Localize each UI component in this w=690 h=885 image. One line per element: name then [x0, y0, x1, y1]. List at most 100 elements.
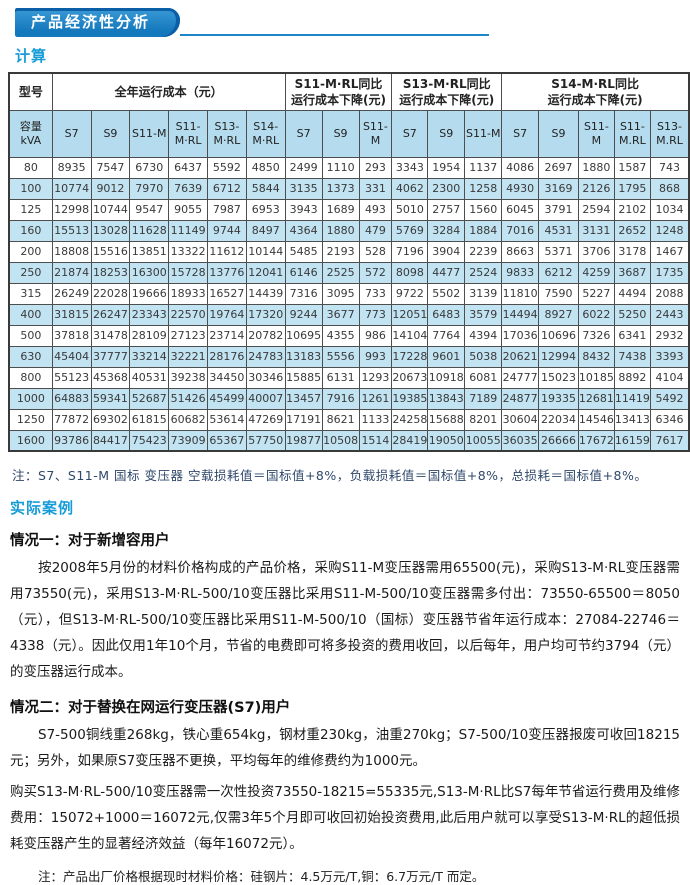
data-cell: 10144 [245, 240, 286, 263]
data-cell: 21874 [51, 261, 92, 284]
data-cell: 15885 [284, 366, 323, 389]
column-header: S11- M·RL [168, 109, 209, 158]
data-cell: 55123 [51, 366, 92, 389]
column-header: S14- M·RL [245, 109, 286, 158]
data-cell: 2524 [464, 261, 503, 284]
data-cell: 73909 [168, 429, 209, 452]
data-cell: 7016 [501, 219, 540, 242]
data-cell: 26249 [51, 282, 92, 305]
data-cell: 2757 [427, 198, 466, 221]
table-row: 1000 64883 59341 52687 51426 45499 40007 13457 7… [8, 387, 690, 410]
column-header: S9 [321, 109, 360, 158]
capacity-cell: 1000 [8, 387, 53, 410]
data-cell: 773 [358, 303, 393, 326]
data-cell: 14494 [501, 303, 540, 326]
data-cell: 1587 [613, 156, 651, 179]
data-cell: 1034 [649, 198, 690, 221]
data-cell: 65367 [207, 429, 247, 452]
data-cell: 6131 [321, 366, 360, 389]
data-cell: 2300 [427, 177, 466, 200]
data-cell: 5492 [649, 387, 690, 410]
data-cell: 7547 [90, 156, 131, 179]
data-cell: 2102 [613, 198, 651, 221]
data-cell: 733 [358, 282, 393, 305]
data-cell: 6712 [207, 177, 247, 200]
data-cell: 12994 [538, 345, 579, 368]
data-cell: 36035 [501, 429, 540, 452]
banner-title: 产品经济性分析 [31, 13, 151, 31]
table-row: 200 18808 15516 13851 13322 11612 10144 5485 219… [8, 240, 690, 263]
data-cell: 10774 [51, 177, 92, 200]
data-cell: 7970 [129, 177, 170, 200]
data-cell: 3139 [464, 282, 503, 305]
data-cell: 10918 [427, 366, 466, 389]
data-cell: 45368 [90, 366, 131, 389]
data-cell: 17228 [391, 345, 429, 368]
data-cell: 28176 [207, 345, 247, 368]
data-cell: 33214 [129, 345, 170, 368]
data-cell: 15688 [427, 408, 466, 431]
data-cell: 986 [358, 324, 393, 347]
data-cell: 8098 [391, 261, 429, 284]
data-cell: 20782 [245, 324, 286, 347]
data-cell: 30604 [501, 408, 540, 431]
data-cell: 2239 [464, 240, 503, 263]
data-cell: 12041 [245, 261, 286, 284]
data-cell: 15023 [538, 366, 579, 389]
data-cell: 20621 [501, 345, 540, 368]
data-cell: 9744 [207, 219, 247, 242]
data-cell: 4355 [321, 324, 360, 347]
data-cell: 9547 [129, 198, 170, 221]
section-banner: 产品经济性分析 [15, 8, 181, 37]
capacity-cell: 1250 [8, 408, 53, 431]
data-cell: 14104 [391, 324, 429, 347]
data-cell: 5250 [613, 303, 651, 326]
group-header-2: S11-M·RL同比 运行成本下降(元) [284, 72, 393, 111]
data-cell: 19385 [391, 387, 429, 410]
case-1: 情况一：对于新增容用户 按2008年5月份的材料价格构成的产品价格，采购S11-… [0, 529, 690, 685]
group-header-1: 全年运行成本（元） [51, 72, 286, 111]
data-cell: 17320 [245, 303, 286, 326]
data-cell: 2697 [538, 156, 579, 179]
data-cell: 4104 [649, 366, 690, 389]
data-cell: 84417 [90, 429, 131, 452]
data-cell: 4494 [613, 282, 651, 305]
banner-underline [180, 34, 489, 36]
data-cell: 39238 [168, 366, 209, 389]
data-cell: 5556 [321, 345, 360, 368]
data-cell: 15728 [168, 261, 209, 284]
data-cell: 18808 [51, 240, 92, 263]
data-cell: 4364 [284, 219, 323, 242]
data-cell: 3095 [321, 282, 360, 305]
data-cell: 6146 [284, 261, 323, 284]
data-cell: 331 [358, 177, 393, 200]
data-cell: 9601 [427, 345, 466, 368]
data-cell: 45499 [207, 387, 247, 410]
data-cell: 2652 [613, 219, 651, 242]
data-cell: 37818 [51, 324, 92, 347]
data-cell: 1133 [358, 408, 393, 431]
capacity-cell: 400 [8, 303, 53, 326]
data-cell: 5592 [207, 156, 247, 179]
data-cell: 13457 [284, 387, 323, 410]
table-row: 160 15513 13028 11628 11149 9744 8497 4364 1880 4… [8, 219, 690, 242]
calc-section-heading: 计算 [15, 47, 48, 65]
data-cell: 3791 [538, 198, 579, 221]
data-cell: 19666 [129, 282, 170, 305]
data-cell: 993 [358, 345, 393, 368]
data-cell: 3178 [613, 240, 651, 263]
data-cell: 1373 [321, 177, 360, 200]
data-cell: 23343 [129, 303, 170, 326]
capacity-cell: 630 [8, 345, 53, 368]
column-header: S7 [284, 109, 323, 158]
data-cell: 11419 [613, 387, 651, 410]
data-cell: 9722 [391, 282, 429, 305]
group-header-4: S14-M·RL同比 运行成本下降(元) [501, 72, 690, 111]
data-cell: 7326 [577, 324, 615, 347]
data-cell: 5485 [284, 240, 323, 263]
data-cell: 3131 [577, 219, 615, 242]
data-cell: 8663 [501, 240, 540, 263]
data-cell: 23714 [207, 324, 247, 347]
data-cell: 1137 [464, 156, 503, 179]
capacity-cell: 800 [8, 366, 53, 389]
